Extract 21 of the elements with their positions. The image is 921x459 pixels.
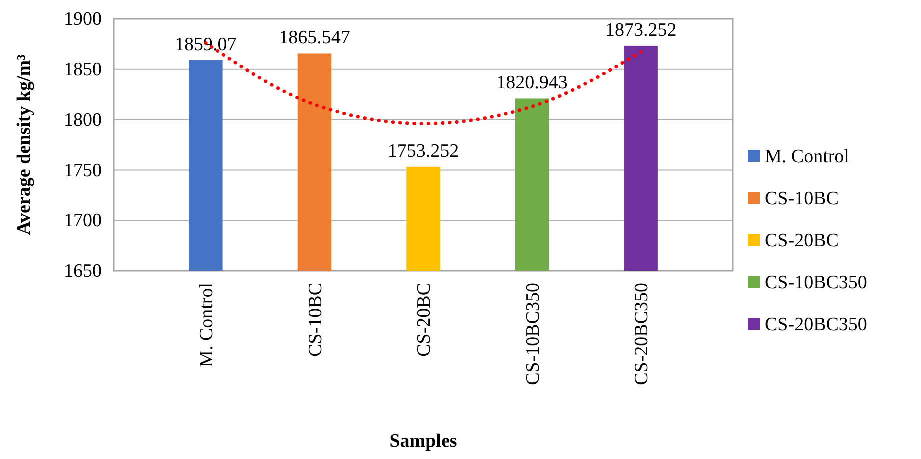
y-tick-label: 1800 (64, 110, 102, 131)
legend-label: M. Control (765, 146, 850, 168)
data-label: 1753.252 (388, 140, 460, 162)
data-label: 1865.547 (279, 28, 350, 49)
y-tick-label: 1750 (64, 160, 102, 182)
data-label: 1873.252 (605, 20, 677, 41)
y-tick-label: 1900 (64, 9, 102, 30)
data-label: 1820.943 (496, 72, 568, 94)
x-tick-label: CS-10BC350 (522, 283, 544, 386)
y-tick-label: 1700 (64, 210, 102, 232)
x-tick-label: CS-20BC (414, 283, 436, 357)
y-tick-label: 1850 (64, 59, 102, 80)
legend-label: CS-10BC (765, 188, 839, 210)
x-tick-label: CS-20BC350 (632, 283, 653, 386)
x-tick-label: M. Control (196, 283, 218, 368)
legend-label: CS-20BC (765, 230, 839, 252)
x-axis-title: Samples (390, 431, 458, 452)
data-label: 1859.07 (175, 34, 237, 56)
x-tick-label: CS-10BC (305, 283, 326, 357)
y-tick-label: 1650 (64, 261, 102, 282)
y-axis-title: Average density kg/m³ (14, 54, 35, 236)
